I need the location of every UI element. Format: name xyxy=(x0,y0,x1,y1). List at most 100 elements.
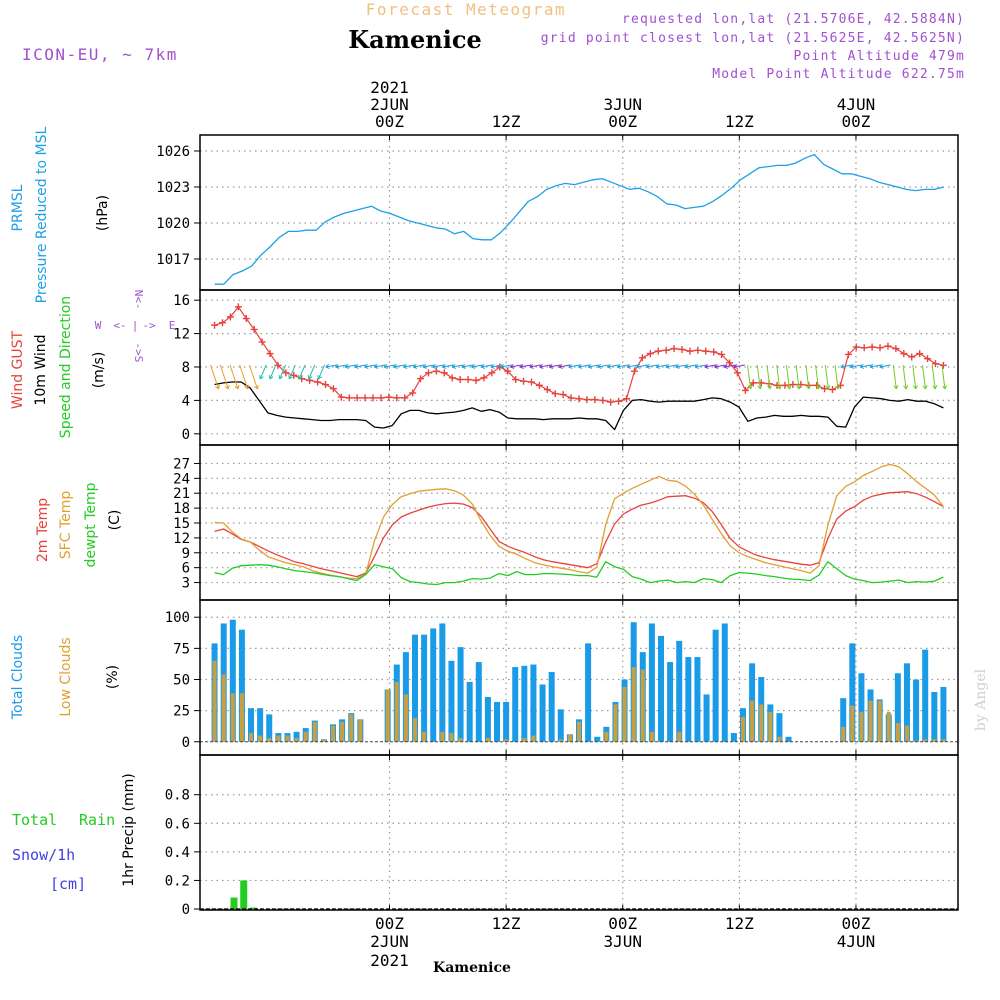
precip-bar xyxy=(240,880,248,909)
gust-marker xyxy=(670,345,678,353)
wind-arrow-head xyxy=(383,363,388,369)
total-cloud-bar xyxy=(922,649,929,742)
time-tick-label-top: 00Z xyxy=(375,112,404,131)
total-cloud-bar xyxy=(667,662,674,742)
gust-line xyxy=(214,306,944,403)
wind-arrow xyxy=(636,364,648,368)
low-cloud-bar xyxy=(221,674,226,742)
compass-center: | xyxy=(132,319,139,332)
point-altitude: Point Altitude 479m xyxy=(793,49,965,64)
wind-arrow xyxy=(383,364,396,368)
low-cloud-bar xyxy=(777,736,782,742)
compass-arrow-west: <- xyxy=(113,319,126,332)
wind-arrow-head xyxy=(529,363,534,369)
footer-location: Kamenice xyxy=(433,960,511,976)
low-cloud-bar xyxy=(740,716,745,742)
wind-arrow-head xyxy=(335,363,340,369)
wind-arrow-head xyxy=(354,363,359,369)
low-cloud-bar xyxy=(932,739,937,742)
wind-arrow-head xyxy=(317,374,323,380)
wind-arrow-head xyxy=(815,385,821,390)
low-cloud-bar xyxy=(750,700,755,742)
y-tick-label: 0.8 xyxy=(165,788,190,804)
wind-arrow xyxy=(850,364,862,368)
low-cloud-bar xyxy=(258,735,263,742)
total-cloud-bar xyxy=(840,698,847,742)
wind-arrow xyxy=(210,364,220,390)
low-cloud-bar xyxy=(239,693,244,742)
total-cloud-bar xyxy=(466,681,473,742)
gust-marker xyxy=(916,350,924,358)
year-label-bottom: 2021 xyxy=(370,951,409,970)
total-cloud-bar xyxy=(903,663,910,742)
compass-west: W xyxy=(95,319,102,332)
pressure-unit: (hPa) xyxy=(95,195,111,231)
wind-arrow xyxy=(539,364,551,368)
gust-marker xyxy=(321,381,329,389)
panel-pressure: 1017 1020 1023 1026 xyxy=(156,135,958,290)
gust-marker xyxy=(813,381,821,389)
wind-arrow xyxy=(617,364,629,368)
wind-arrow xyxy=(422,364,434,368)
gust-marker xyxy=(702,347,710,355)
wind-arrow xyxy=(318,364,325,380)
gust-marker xyxy=(662,346,670,354)
gust-marker xyxy=(718,350,726,358)
wind-arrow xyxy=(805,364,810,390)
y-tick-label: 1017 xyxy=(156,252,190,268)
wind-arrow-head xyxy=(912,385,918,390)
low-cloud-bar xyxy=(212,660,217,742)
pressure-line xyxy=(214,153,944,285)
wind-arrow-head xyxy=(441,363,447,369)
gust-marker xyxy=(741,386,749,394)
time-tick-label-top: 12Z xyxy=(725,112,754,131)
total-cloud-bar xyxy=(293,731,300,742)
wind-arrow-head xyxy=(480,363,486,369)
wind-arrow xyxy=(587,364,600,368)
low-cloud-bar xyxy=(613,704,618,742)
wind-arrow xyxy=(824,364,829,390)
y-tick-label: 0 xyxy=(182,427,190,443)
low-cloud-bar xyxy=(422,731,427,742)
gust-marker xyxy=(480,374,488,382)
y-tick-label: 4 xyxy=(182,393,190,409)
gust-marker xyxy=(638,354,646,362)
wind-arrow xyxy=(510,364,522,368)
pressure-title-2: Pressure Reduced to MSL xyxy=(34,126,50,303)
pressure-title-1: PRMSL xyxy=(10,184,26,231)
wind-arrow-head xyxy=(373,363,379,369)
chart-panels: 1017102010231026048121636912151821242702… xyxy=(10,126,959,918)
precip-legend-rain: Rain xyxy=(79,811,115,829)
wind-arrow xyxy=(795,364,800,390)
wind-arrow xyxy=(269,364,277,380)
dewpt-temp-line xyxy=(214,561,944,586)
wind-arrow-head xyxy=(733,363,738,369)
wind-arrow xyxy=(704,364,716,368)
gust-marker xyxy=(464,376,472,384)
wind-arrow-head xyxy=(607,363,612,369)
gust-marker xyxy=(607,398,615,406)
temp-title-1: 2m Temp xyxy=(35,498,51,562)
low-cloud-bar xyxy=(577,721,581,742)
wind-arrow xyxy=(607,364,619,368)
wind-arrow xyxy=(442,364,454,368)
wind-arrow-head xyxy=(796,385,802,390)
panel-border xyxy=(199,134,959,291)
wind-arrow-head xyxy=(393,363,398,369)
wind-arrow xyxy=(288,364,296,380)
wind-arrow-head xyxy=(364,363,369,369)
low-cloud-bar xyxy=(768,711,773,742)
wind-arrow xyxy=(724,364,736,368)
wind-arrow xyxy=(558,364,571,368)
low-cloud-bar xyxy=(841,726,846,742)
gust-marker xyxy=(646,350,654,358)
total-cloud-bar xyxy=(457,647,464,742)
wind-arrow xyxy=(481,364,493,368)
y-tick-label: 24 xyxy=(173,471,190,487)
y-tick-label: 9 xyxy=(182,546,190,562)
temp-unit: (C) xyxy=(107,510,123,531)
low-cloud-bar xyxy=(868,700,873,742)
wind-arrow-head xyxy=(776,385,782,390)
